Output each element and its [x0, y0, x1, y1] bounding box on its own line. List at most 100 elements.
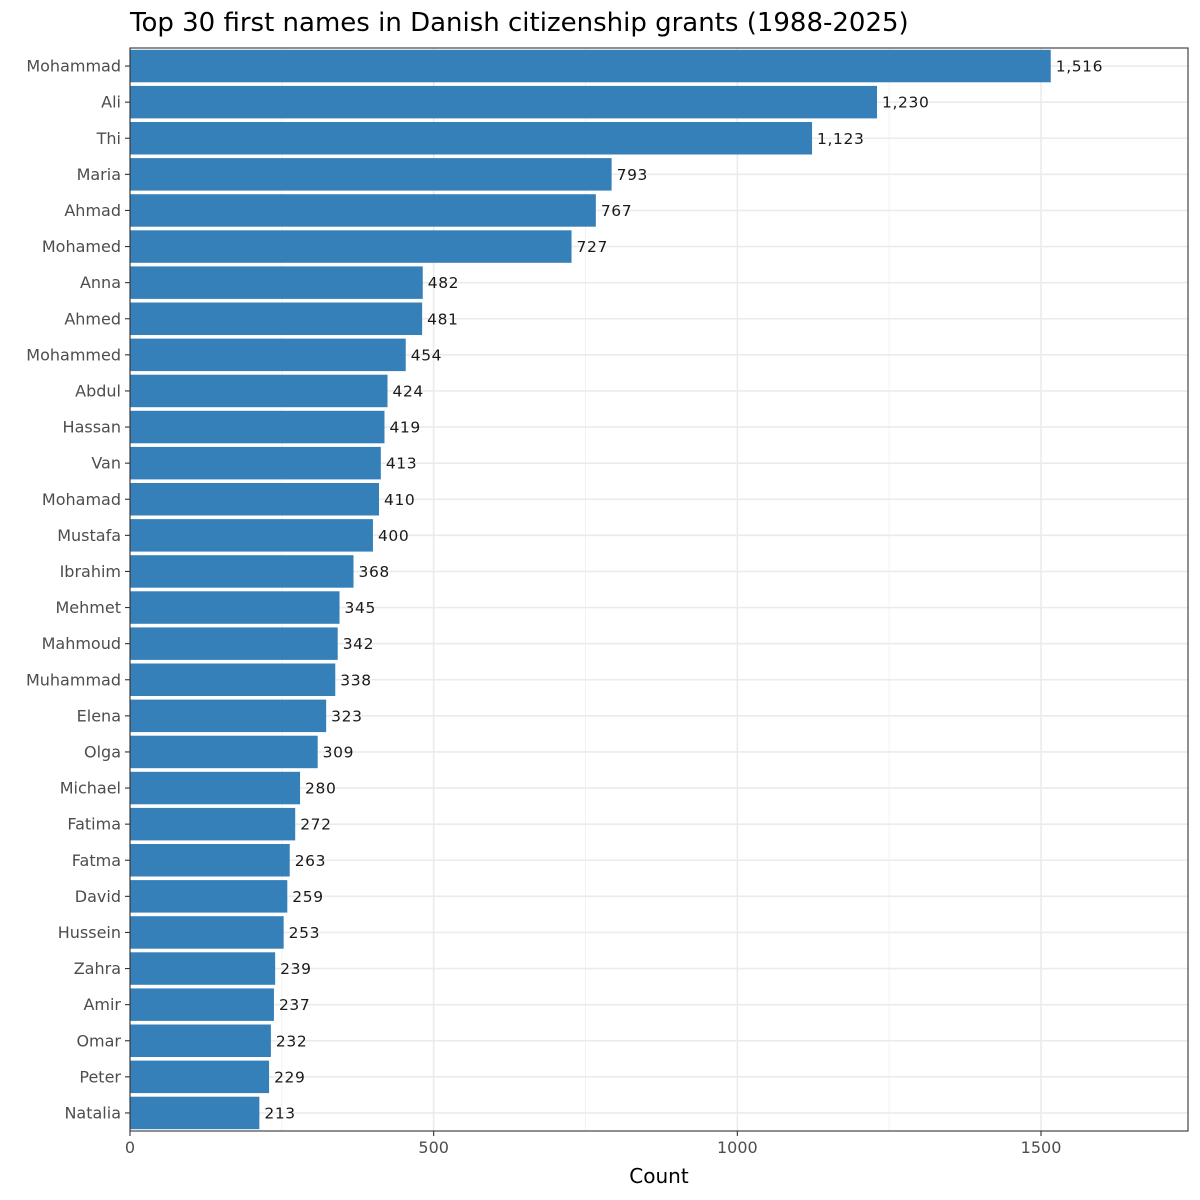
bar-hassan — [130, 410, 385, 444]
bar-thi — [130, 122, 813, 155]
y-tick-label-omar: Omar — [76, 1031, 121, 1050]
data-label-hussein: 253 — [289, 924, 320, 942]
y-tick-label-fatma: Fatma — [72, 851, 121, 870]
bars — [130, 49, 1051, 1130]
x-tick-label: 1000 — [717, 1138, 758, 1157]
x-axis-ticks: 0 500 1000 1500 — [125, 1131, 1061, 1157]
y-tick-label-mahmoud: Mahmoud — [42, 634, 121, 653]
bar-mohammad — [130, 49, 1051, 83]
y-tick-label-mustafa: Mustafa — [57, 526, 121, 545]
bar-hussein — [130, 916, 284, 949]
data-label-fatima: 272 — [300, 816, 331, 834]
data-label-mohamad: 410 — [384, 491, 415, 509]
data-label-ibrahim: 368 — [359, 563, 390, 581]
bar-mohamad — [130, 483, 380, 516]
bar-mohammed — [130, 338, 406, 372]
data-label-mustafa: 400 — [378, 527, 409, 545]
data-label-maria: 793 — [617, 166, 648, 184]
data-label-amir: 237 — [279, 996, 310, 1014]
y-tick-label-mohamad: Mohamad — [42, 490, 121, 509]
data-label-mehmet: 345 — [345, 599, 376, 617]
bar-zahra — [130, 952, 276, 985]
x-tick-label: 500 — [418, 1138, 449, 1157]
data-label-david: 259 — [292, 888, 323, 906]
bar-peter — [130, 1060, 270, 1094]
data-label-mohammad: 1,516 — [1056, 58, 1103, 76]
data-label-anna: 482 — [428, 274, 459, 292]
x-tick-label: 0 — [125, 1138, 135, 1157]
data-label-ali: 1,230 — [882, 94, 929, 112]
y-tick-label-thi: Thi — [96, 129, 121, 148]
y-tick-label-zahra: Zahra — [74, 959, 121, 978]
x-axis-label: Count — [629, 1164, 689, 1188]
bar-mustafa — [130, 519, 373, 552]
bar-ahmed — [130, 302, 423, 335]
y-tick-label-hassan: Hassan — [63, 418, 121, 437]
y-tick-label-david: David — [75, 887, 121, 906]
bar-mehmet — [130, 591, 340, 624]
data-label-ahmed: 481 — [427, 310, 458, 328]
bar-omar — [130, 1024, 271, 1057]
y-tick-label-fatima: Fatima — [67, 815, 121, 834]
y-tick-label-amir: Amir — [83, 995, 121, 1014]
plot-panel-border — [129, 47, 1189, 1132]
y-tick-label-mohamed: Mohamed — [42, 237, 121, 256]
data-label-olga: 309 — [323, 743, 354, 761]
bar-ibrahim — [130, 555, 354, 588]
y-tick-label-mohammed: Mohammed — [26, 345, 121, 364]
bar-fatma — [130, 844, 290, 877]
bar-elena — [130, 699, 327, 733]
y-tick-label-ali: Ali — [101, 93, 121, 112]
data-label-peter: 229 — [274, 1068, 305, 1086]
data-label-mahmoud: 342 — [343, 635, 374, 653]
data-label-thi: 1,123 — [817, 130, 864, 148]
y-tick-label-van: Van — [91, 454, 121, 473]
data-label-abdul: 424 — [393, 382, 424, 400]
data-label-natalia: 213 — [264, 1104, 295, 1122]
data-label-omar: 232 — [276, 1032, 307, 1050]
bar-mohamed — [130, 230, 572, 263]
y-tick-label-ibrahim: Ibrahim — [60, 562, 121, 581]
y-tick-label-ahmed: Ahmed — [64, 309, 121, 328]
data-label-mohamed: 727 — [577, 238, 608, 256]
bar-olga — [130, 735, 318, 769]
y-tick-label-muhammad: Muhammad — [26, 670, 121, 689]
bar-maria — [130, 158, 612, 191]
y-tick-label-peter: Peter — [79, 1067, 121, 1086]
bar-michael — [130, 771, 301, 805]
data-label-hassan: 419 — [389, 419, 420, 437]
data-labels: 1,516 1,230 1,123 793 767 727 482 481 454 424 419 4… — [264, 58, 1103, 1123]
bar-abdul — [130, 374, 388, 408]
bar-anna — [130, 266, 423, 299]
bar-muhammad — [130, 663, 336, 696]
y-tick-label-maria: Maria — [77, 165, 121, 184]
y-tick-label-ahmad: Ahmad — [64, 201, 121, 220]
bar-david — [130, 880, 288, 913]
y-tick-label-michael: Michael — [60, 779, 121, 798]
bar-ahmad — [130, 194, 596, 227]
data-label-elena: 323 — [331, 707, 362, 725]
data-label-zahra: 239 — [280, 960, 311, 978]
y-tick-label-olga: Olga — [84, 742, 121, 761]
data-label-mohammed: 454 — [411, 346, 442, 364]
bar-natalia — [130, 1096, 260, 1130]
y-tick-label-natalia: Natalia — [64, 1103, 121, 1122]
y-tick-label-anna: Anna — [80, 273, 121, 292]
data-label-van: 413 — [386, 455, 417, 473]
data-label-muhammad: 338 — [340, 671, 371, 689]
y-tick-label-hussein: Hussein — [58, 923, 121, 942]
bar-ali — [130, 85, 878, 119]
data-label-ahmad: 767 — [601, 202, 632, 220]
x-tick-label: 1500 — [1021, 1138, 1062, 1157]
y-axis-ticks: Mohammad Ali Thi Maria Ahmad Mohamed Anna Ahmed… — [26, 57, 130, 1122]
data-label-fatma: 263 — [295, 852, 326, 870]
y-tick-label-elena: Elena — [77, 706, 121, 725]
y-tick-label-mehmet: Mehmet — [56, 598, 122, 617]
bar-mahmoud — [130, 627, 338, 660]
bar-fatima — [130, 807, 296, 841]
y-tick-label-abdul: Abdul — [75, 381, 121, 400]
data-label-michael: 280 — [305, 780, 336, 798]
y-tick-label-mohammad: Mohammad — [26, 57, 121, 76]
bar-amir — [130, 988, 274, 1021]
